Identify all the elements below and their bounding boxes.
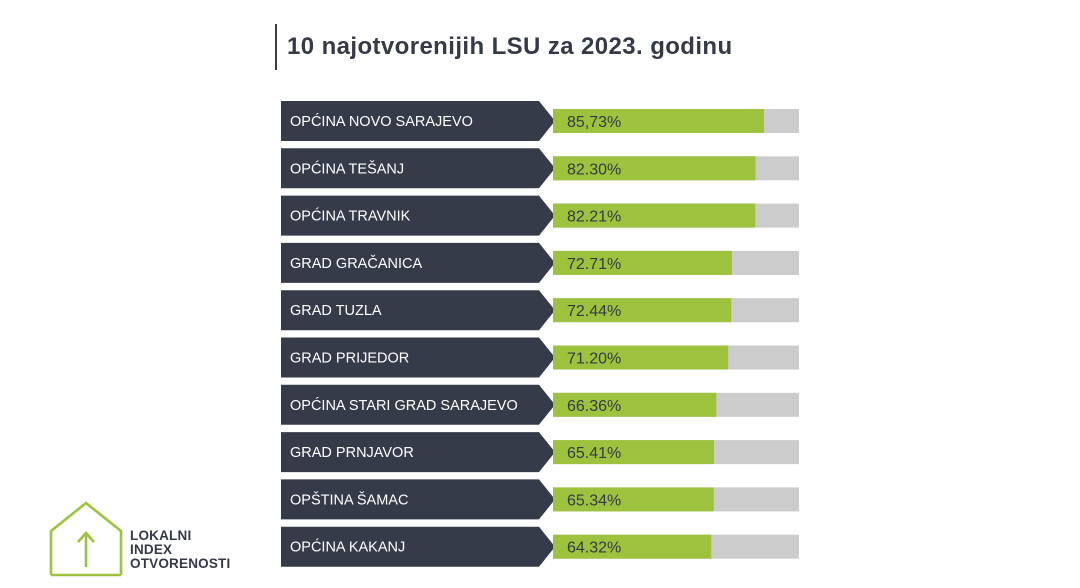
page-title: 10 najotvorenijih LSU za 2023. godinu [287, 33, 733, 60]
bar [553, 298, 732, 323]
bar [553, 203, 756, 228]
row-label-plate [281, 195, 555, 236]
data-label: 82.30% [567, 161, 621, 178]
row-label-plate [281, 526, 555, 567]
logo-line-1: LOKALNI [130, 528, 192, 543]
logo-text: LOKALNI INDEX OTVORENOSTI [130, 529, 230, 571]
data-label: 65.41% [567, 445, 621, 462]
title-block: 10 najotvorenijih LSU za 2023. godinu [275, 24, 733, 70]
data-label: 72.44% [567, 303, 621, 320]
bar [553, 156, 756, 181]
logo-line-2: INDEX [130, 542, 173, 557]
row-label-plate [281, 432, 555, 473]
row-label: GRAD GRAČANICA [290, 255, 422, 272]
row-label-plate [281, 479, 555, 520]
data-label: 85,73% [567, 114, 621, 131]
logo: LOKALNI INDEX OTVORENOSTI [48, 499, 248, 579]
data-label: 71.20% [567, 351, 621, 368]
row-label-plate [281, 290, 555, 331]
row-label-plate [281, 384, 555, 425]
row-label: OPĆINA TRAVNIK [290, 208, 411, 225]
data-label: 65.34% [567, 492, 621, 509]
data-label: 82.21% [567, 209, 621, 226]
row-label: OPĆINA STARI GRAD SARAJEVO [290, 397, 518, 414]
bar [553, 109, 764, 133]
row-label: OPĆINA TEŠANJ [290, 160, 404, 177]
row-label: GRAD PRIJEDOR [290, 351, 409, 367]
bar [553, 440, 714, 465]
data-label: 66.36% [567, 398, 621, 415]
bar [553, 392, 717, 417]
row-label-plate [281, 148, 555, 189]
bar [553, 345, 729, 370]
data-label: 64.32% [567, 540, 621, 557]
row-label-plate [281, 242, 555, 283]
row-label-plate [281, 101, 555, 141]
data-label: 72.71% [567, 256, 621, 273]
row-label-plate [281, 337, 555, 378]
bar [553, 487, 714, 512]
row-label: OPĆINA NOVO SARAJEVO [290, 113, 473, 130]
bar [553, 534, 712, 559]
logo-line-3: OTVORENOSTI [130, 556, 231, 571]
row-label: OPĆINA KAKANJ [290, 539, 405, 556]
row-label: OPŠTINA ŠAMAC [290, 491, 408, 508]
house-arrow-icon [49, 501, 123, 577]
bar [553, 250, 732, 275]
row-label: GRAD TUZLA [290, 303, 382, 319]
row-label: GRAD PRNJAVOR [290, 445, 414, 461]
